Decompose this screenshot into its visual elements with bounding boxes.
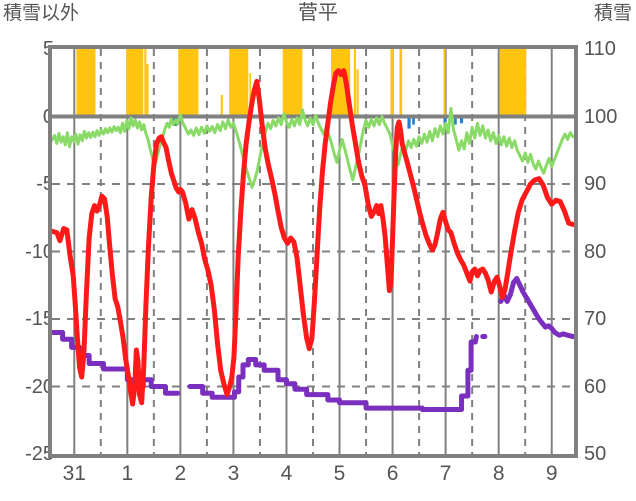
left-tick-5: -20: [25, 375, 54, 398]
right-tick-4: 70: [584, 308, 607, 330]
x-tick-5: 5: [333, 462, 346, 485]
snow-depth-line: [52, 276, 574, 412]
chart-title: 菅平: [298, 2, 338, 24]
x-tick-0: 31: [62, 462, 86, 485]
right-tick-3: 80: [584, 240, 607, 263]
chart-canvas: [52, 49, 574, 454]
x-tick-3: 3: [227, 462, 240, 485]
right-axis-title: 積雪: [593, 3, 632, 24]
right-tick-0: 110: [584, 38, 616, 60]
x-tick-4: 4: [280, 462, 293, 485]
left-tick-6: -25: [25, 443, 54, 465]
x-tick-9: 9: [545, 462, 558, 485]
humidity-line: [52, 106, 574, 189]
x-tick-8: 8: [492, 462, 505, 485]
plot-inner: [52, 49, 574, 454]
left-tick-4: -15: [25, 308, 54, 330]
right-tick-1: 100: [584, 105, 618, 128]
x-tick-7: 7: [439, 462, 452, 485]
x-tick-6: 6: [386, 462, 399, 485]
left-tick-3: -10: [25, 240, 54, 263]
plot-area: [48, 45, 578, 458]
sunshine-bars: [76, 49, 527, 117]
right-tick-6: 50: [584, 443, 607, 465]
x-tick-1: 1: [121, 462, 134, 485]
x-tick-2: 2: [174, 462, 187, 485]
right-tick-2: 90: [584, 173, 607, 195]
left-axis-title: 積雪以外: [3, 3, 80, 24]
right-tick-5: 60: [584, 375, 607, 398]
temperature-line: [52, 68, 574, 407]
